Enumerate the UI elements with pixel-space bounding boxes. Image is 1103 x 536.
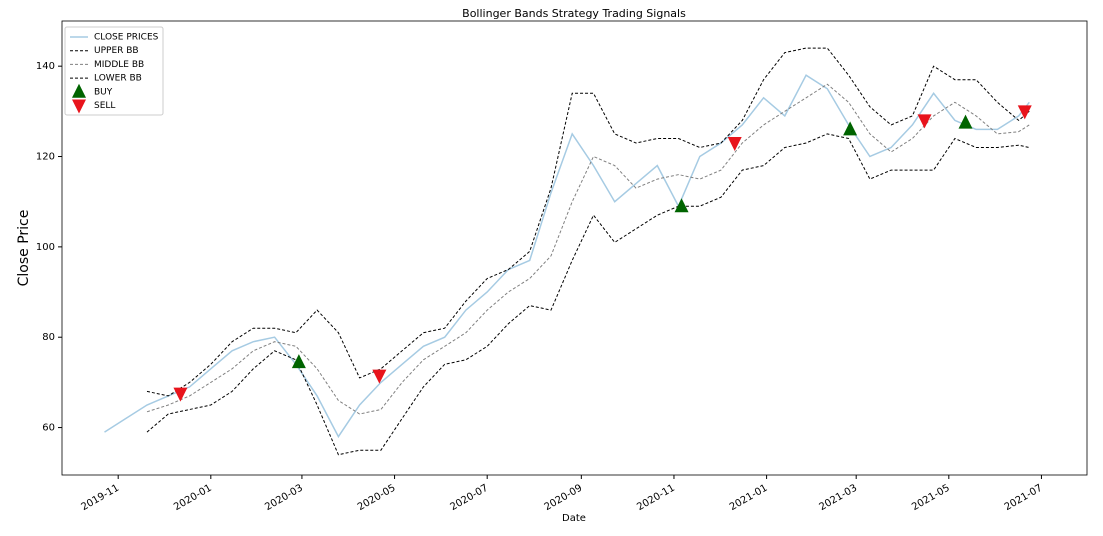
series-line — [104, 74, 1030, 439]
legend-label: LOWER BB — [94, 74, 142, 84]
x-tick-label: 2019-11 — [79, 483, 121, 513]
x-tick-label: 2020-09 — [543, 483, 585, 513]
y-tick-label: 80 — [42, 332, 55, 343]
legend-box — [64, 26, 164, 116]
y-tick-label: 120 — [36, 152, 55, 163]
series-line — [146, 83, 1030, 415]
x-tick-label: 2020-07 — [448, 483, 490, 513]
chart-title: Bollinger Bands Strategy Trading Signals — [462, 7, 686, 20]
x-tick-label: 2020-05 — [356, 483, 398, 513]
signal-marker — [727, 136, 742, 151]
x-tick-label: 2020-01 — [172, 483, 214, 513]
signal-marker — [173, 387, 188, 402]
legend-marker — [72, 99, 86, 114]
legend-label: CLOSE PRICES — [94, 33, 159, 43]
signal-marker — [1017, 105, 1032, 120]
y-tick-label: 100 — [36, 242, 55, 253]
signal-marker — [958, 114, 973, 129]
signal-marker — [917, 114, 932, 129]
x-tick-label: 2021-05 — [910, 483, 952, 513]
signal-marker — [291, 354, 306, 369]
legend-label: MIDDLE BB — [94, 60, 144, 70]
y-axis-label: Close Price — [16, 210, 32, 287]
x-tick-label: 2021-01 — [728, 483, 770, 513]
legend-marker — [72, 83, 86, 98]
legend-label: UPPER BB — [94, 46, 139, 56]
series-line — [146, 133, 1030, 456]
x-tick-label: 2020-11 — [635, 483, 677, 513]
x-tick-label: 2021-03 — [817, 483, 859, 513]
plot-frame — [61, 20, 1088, 476]
x-tick-label: 2021-07 — [1003, 483, 1045, 513]
legend-label: BUY — [94, 87, 113, 97]
x-tick-label: 2020-03 — [263, 483, 305, 513]
signal-marker — [843, 121, 858, 136]
signal-marker — [372, 369, 387, 384]
x-axis-label: Date — [562, 513, 586, 524]
y-tick-label: 140 — [36, 61, 55, 72]
legend-label: SELL — [94, 101, 115, 111]
series-line — [146, 47, 1030, 397]
signal-marker — [674, 198, 689, 213]
y-tick-label: 60 — [42, 423, 55, 434]
